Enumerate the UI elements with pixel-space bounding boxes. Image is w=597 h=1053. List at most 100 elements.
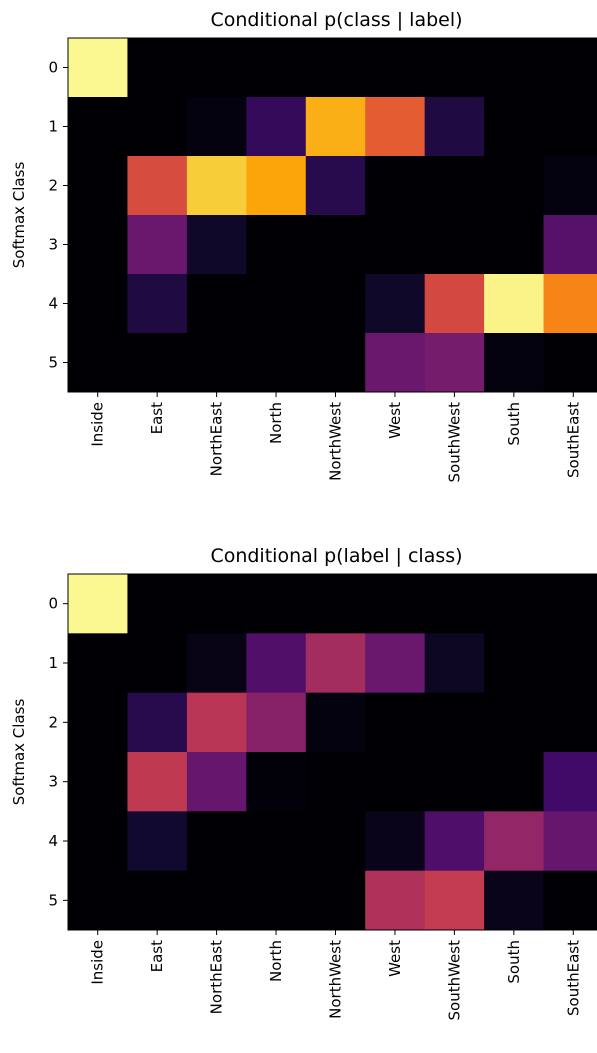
heatmap-cell [68, 752, 128, 812]
heatmap-cell [246, 692, 307, 753]
heatmap-cell [305, 811, 366, 872]
heatmap-cell [365, 692, 426, 753]
heatmap-cell [424, 156, 485, 216]
heatmap-cell [365, 574, 426, 634]
heatmap-cell [246, 156, 307, 216]
heatmap-cell [484, 274, 545, 334]
chart-title: Conditional p(label | class) [210, 545, 462, 567]
heatmap-cell [127, 274, 188, 334]
heatmap-cell [127, 215, 188, 275]
x-tick-label: NorthEast [208, 940, 226, 1014]
heatmap-cell [246, 333, 307, 393]
heatmap-cell [127, 333, 188, 393]
heatmap-cell [365, 633, 426, 694]
heatmap-cell [186, 752, 247, 812]
heatmap-cell [68, 333, 128, 393]
heatmap-cell [305, 274, 366, 334]
heatmap-cell [365, 97, 426, 157]
heatmap-cell [68, 870, 128, 931]
heatmap-cell [484, 38, 545, 98]
heatmap-cell [246, 274, 307, 334]
heatmap-cell [543, 574, 597, 634]
heatmap-cell [186, 870, 247, 931]
heatmap-cell [68, 692, 128, 753]
heatmap-cell [424, 274, 485, 334]
heatmap-cell [186, 38, 247, 98]
heatmap-cell [305, 870, 366, 931]
heatmap-cell [484, 692, 545, 753]
heatmap-cell [484, 156, 545, 216]
heatmap-cell [424, 574, 485, 634]
heatmap-cell [186, 692, 247, 753]
heatmap-cell [68, 274, 128, 334]
chart-title: Conditional p(class | label) [210, 9, 462, 31]
heatmap-cell [543, 811, 597, 872]
heatmap-label-given-class: 0 1 2 3 4 5 Inside East NorthEast North NorthWest W… [10, 545, 597, 1020]
heatmap-cell [305, 97, 366, 157]
heatmap-cell [186, 633, 247, 694]
x-tick-label: NorthWest [327, 402, 345, 481]
heatmap-cell [68, 811, 128, 872]
x-tick-label: SouthWest [445, 940, 463, 1021]
y-tick-label: 5 [48, 354, 58, 372]
y-tick-label: 0 [48, 595, 58, 613]
heatmap-cell [543, 752, 597, 812]
heatmap-cell [424, 870, 485, 931]
heatmap-cell [186, 574, 247, 634]
x-tick-label: North [267, 402, 285, 444]
heatmap-cell [68, 633, 128, 694]
heatmap-cell [543, 633, 597, 694]
heatmap-cell [424, 97, 485, 157]
x-tick-label: East [148, 402, 166, 434]
heatmap-cell [543, 692, 597, 753]
heatmap-cell [365, 274, 426, 334]
heatmap-cell [424, 752, 485, 812]
heatmap-cell [186, 215, 247, 275]
y-tick-label: 3 [48, 773, 58, 791]
heatmap-cell [365, 811, 426, 872]
heatmap-cell [543, 274, 597, 334]
heatmap-cell [68, 215, 128, 275]
y-tick-label: 5 [48, 891, 58, 909]
heatmap-cell [246, 97, 307, 157]
heatmap-cell [127, 752, 188, 812]
heatmap-cell [246, 215, 307, 275]
heatmap-cell [246, 38, 307, 98]
x-tick-label: SouthEast [564, 402, 582, 478]
heatmap-cell [305, 215, 366, 275]
heatmap-cell [186, 333, 247, 393]
y-tick-label: 2 [48, 177, 58, 195]
heatmap-cell [127, 156, 188, 216]
heatmap-cell [484, 574, 545, 634]
heatmap-cell [424, 38, 485, 98]
heatmap-cell [305, 633, 366, 694]
x-tick-label: South [505, 402, 523, 446]
heatmap-cell [127, 38, 188, 98]
heatmap-cell [305, 156, 366, 216]
heatmap-cell [246, 574, 307, 634]
y-tick-label: 3 [48, 236, 58, 254]
heatmap-cell [127, 633, 188, 694]
heatmap-cell [484, 811, 545, 872]
heatmap-cell [127, 870, 188, 931]
heatmap-cell [365, 870, 426, 931]
heatmap-cell [543, 38, 597, 98]
x-tick-label: East [148, 940, 166, 972]
heatmap-cell [186, 97, 247, 157]
heatmap-cell [246, 752, 307, 812]
x-tick-label: West [386, 940, 404, 977]
x-tick-label: SouthWest [445, 402, 463, 483]
heatmap-cell [127, 97, 188, 157]
heatmap-cell [186, 274, 247, 334]
y-tick-label: 4 [48, 295, 58, 313]
heatmap-cell [484, 333, 545, 393]
heatmap-cell [305, 574, 366, 634]
heatmap-cell [365, 752, 426, 812]
heatmap-cell [543, 215, 597, 275]
y-tick-label: 4 [48, 832, 58, 850]
heatmap-cell [127, 811, 188, 872]
heatmap-cell [68, 156, 128, 216]
heatmap-cell [365, 156, 426, 216]
heatmap-cell [305, 38, 366, 98]
